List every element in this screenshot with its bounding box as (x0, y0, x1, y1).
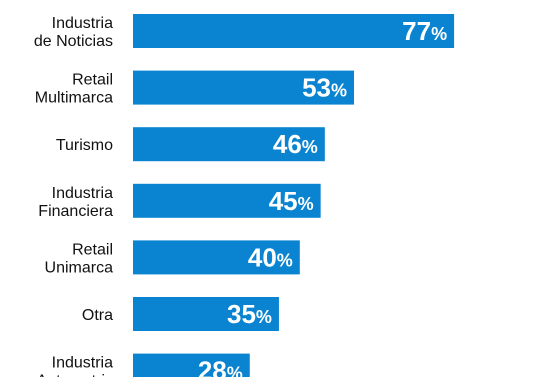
value-label-5: 35% (227, 299, 272, 329)
category-label-3-line-1: Financiera (38, 203, 113, 220)
category-label-3-line-0: Industria (52, 185, 113, 202)
value-number-5: 35 (227, 299, 256, 329)
bar-4 (133, 240, 300, 275)
value-label-0: 77% (402, 16, 447, 46)
bar-1 (133, 70, 355, 105)
category-label-5-line-0: Otra (82, 307, 113, 324)
value-label-4: 40% (248, 242, 293, 272)
bar-3 (133, 183, 321, 218)
value-number-3: 45 (269, 186, 298, 216)
value-percent-1: % (331, 81, 347, 101)
category-label-0-line-0: Industria (52, 15, 113, 32)
value-percent-0: % (431, 24, 447, 44)
bar-5 (133, 297, 279, 331)
value-label-6: 28% (198, 356, 243, 377)
value-label-1: 53% (302, 73, 347, 103)
category-label-4-line-1: Unimarca (45, 259, 114, 276)
value-percent-6: % (227, 364, 243, 377)
value-number-6: 28 (198, 356, 227, 377)
category-label-1-line-1: Multimarca (35, 90, 113, 107)
category-label-6-line-1: Automotriz (37, 373, 113, 377)
category-label-2-line-0: Turismo (56, 137, 113, 154)
value-label-2: 46% (273, 129, 318, 159)
value-percent-2: % (302, 137, 318, 157)
category-label-1-line-0: Retail (72, 72, 113, 89)
bar-2 (133, 127, 325, 162)
category-label-4-line-0: Retail (72, 241, 113, 258)
bar-6 (133, 353, 250, 377)
category-label-6-line-0: Industria (52, 355, 113, 372)
value-label-3: 45% (269, 186, 314, 216)
value-number-4: 40 (248, 242, 277, 272)
bar-0 (133, 14, 455, 48)
value-number-2: 46 (273, 129, 302, 159)
value-number-0: 77 (402, 16, 431, 46)
value-number-1: 53 (302, 73, 331, 103)
value-percent-5: % (256, 307, 272, 327)
value-percent-4: % (277, 250, 293, 270)
value-percent-3: % (298, 194, 314, 214)
category-label-0-line-1: de Noticias (34, 33, 113, 50)
